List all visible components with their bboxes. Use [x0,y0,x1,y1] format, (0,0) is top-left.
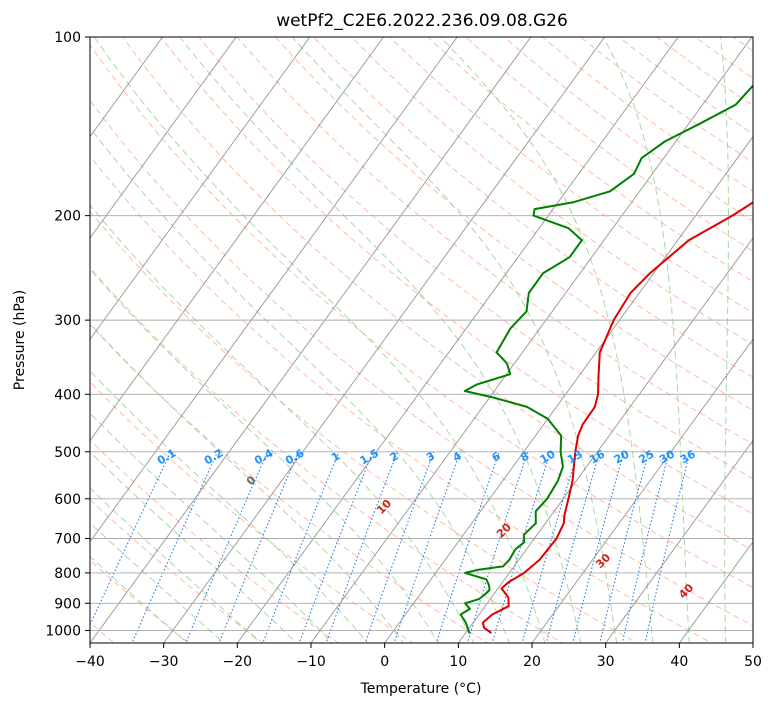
profile-line [481,201,753,634]
y-tick-label: 600 [54,492,81,508]
isotherm-line [457,237,753,643]
isotherm-line [90,37,458,543]
profile-line [459,84,753,634]
moist-adiabat-line [90,451,297,643]
dry-adiabat-line [90,381,414,643]
moist-adiabat-label: 40 [676,581,696,601]
dry-adiabat-line [503,37,753,222]
profile-lines [459,84,753,634]
plot-frame [89,36,754,644]
isotherm-line [310,37,753,643]
isotherm-line [90,37,311,340]
dry-adiabat-line [541,37,753,193]
mixing-ratio-line [491,451,551,643]
isotherm-line [163,37,605,643]
isotherm-line [90,37,384,442]
axes: −40 −30 −20 −10 0 10 20 30 40 50 100 200 300 400 500 60… [45,30,762,670]
y-tick-label: 300 [54,313,81,329]
mixing-ratio-line [131,451,218,643]
x-tick-label: 0 [380,654,389,670]
mixing-ratio-label: 13 [565,448,585,467]
dry-adiabat-line [160,37,753,515]
moist-adiabat-line [90,522,225,643]
mixing-ratio-label: 30 [657,447,677,466]
x-tick-label: −10 [296,654,326,670]
moist-adiabat-line [90,370,369,643]
y-tick-label: 1000 [45,623,81,639]
dry-adiabat-line [90,499,265,643]
y-tick-label: 400 [54,387,81,403]
dry-adiabat-line [770,10,775,655]
dry-adiabat-line [90,154,713,643]
x-axis-label: Temperature (°C) [360,681,482,697]
dry-adiabat-line [90,210,639,643]
x-tick-label: 30 [597,654,615,670]
mixing-ratio-label: 0.4 [252,446,276,467]
dry-adiabat-line [427,37,753,283]
y-tick-label: 900 [54,596,81,612]
isotherm-line [90,37,532,643]
dry-adiabat-line [198,37,753,480]
background-lines [90,10,775,655]
moist-adiabat-label: 20 [494,520,514,540]
x-tick-label: −40 [75,654,105,670]
isotherm-line [236,37,679,643]
x-tick-label: 20 [523,654,541,670]
isotherm-line [384,135,753,643]
moist-adiabat-line [90,126,510,643]
moist-adiabat-label: 10 [374,497,394,517]
dry-adiabat-line [90,559,190,643]
isotherm-line [531,338,753,643]
y-axis-label: Pressure (hPa) [12,290,28,390]
dry-adiabat-line [274,37,753,411]
mixing-ratio-line [298,451,374,643]
x-tick-label: 50 [744,654,762,670]
moist-adiabat-line [90,322,404,643]
dry-adiabat-line [694,37,753,79]
x-tick-label: 10 [449,654,467,670]
moist-adiabat-line [179,37,582,643]
dry-adiabat-line [733,10,775,655]
isotherm-line [752,642,753,643]
mixing-ratio-line [644,451,691,643]
moist-adiabat-line [720,37,729,643]
mixing-ratio-label: 0.2 [202,446,225,467]
mixing-ratio-label: 25 [636,448,656,467]
moist-adiabat-line [291,37,618,643]
dry-adiabat-line [656,37,753,107]
x-tick-label: 40 [670,654,688,670]
dry-adiabat-line [350,37,753,346]
y-tick-label: 700 [54,532,81,548]
isotherm-line [605,439,753,643]
isotherm-line [90,37,237,239]
y-tick-label: 800 [54,566,81,582]
mixing-ratio-line [521,451,579,643]
y-tick-label: 200 [54,209,81,225]
y-tick-label: 100 [54,30,81,46]
dry-adiabat-line [122,37,753,551]
y-tick-label: 500 [54,445,81,461]
dry-adiabat-line [90,99,753,627]
dry-adiabat-line [389,37,753,314]
chart-title: wetPf2_C2E6.2022.236.09.08.G26 [276,11,568,31]
moist-adiabat-line [602,37,690,643]
mixing-ratio-line [364,451,435,643]
dry-adiabat-line [236,37,753,445]
dry-adiabat-line [90,266,564,643]
dry-adiabat-line [90,323,489,643]
mixing-ratio-label: 0.1 [155,446,178,467]
mixing-ratio-line [466,451,529,643]
dry-adiabat-line [90,44,753,589]
mixing-ratio-line [90,451,172,627]
mixing-ratio-label: 0.6 [283,446,307,467]
x-tick-label: −20 [223,654,253,670]
mixing-ratio-label: 10 [538,447,558,466]
x-tick-label: −30 [149,654,179,670]
mixing-ratio-label: 20 [612,447,632,466]
dry-adiabat-line [90,439,340,643]
dry-adiabat-line [732,37,753,52]
